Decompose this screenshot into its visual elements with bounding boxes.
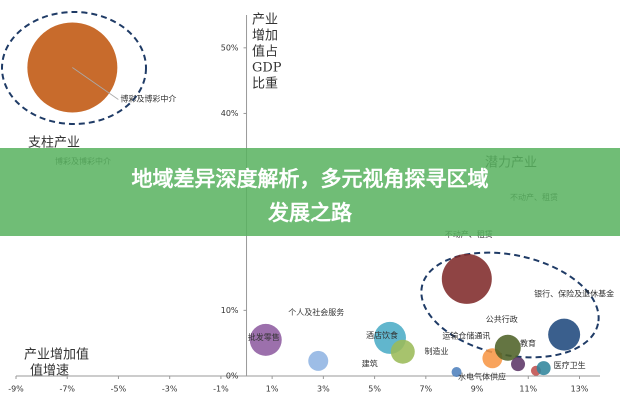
banner-title: 地域差异深度解析，多元视角探寻区域 xyxy=(132,167,489,191)
bubble-label: 酒店饮食 xyxy=(366,330,398,340)
bubble-label: 运输仓储通讯 xyxy=(442,330,490,340)
bubble-label: 博彩及博彩中介 xyxy=(120,94,176,104)
bubble-label: 水电气体供应 xyxy=(458,372,506,382)
x-tick-label: 5% xyxy=(368,385,381,394)
bubble-label: 教育 xyxy=(520,338,536,348)
x-tick-label: -5% xyxy=(111,385,127,394)
x-tick-label: -1% xyxy=(213,385,229,394)
bubble xyxy=(494,334,521,361)
x-tick-label: 11% xyxy=(519,385,537,394)
banner xyxy=(0,148,620,236)
bubble-label: 批发零售 xyxy=(248,332,280,342)
bubble xyxy=(308,350,329,371)
bubble-label: 银行、保险及退休基金 xyxy=(534,289,614,299)
quadrant-label: 支柱产业 xyxy=(28,136,80,151)
bubble xyxy=(536,361,551,376)
y-tick-label: 0% xyxy=(226,372,239,381)
bubble-label: 医疗卫生 xyxy=(554,360,586,370)
y-axis-label: 产业 xyxy=(252,13,278,28)
cluster-outline xyxy=(1,11,147,125)
x-tick-label: 1% xyxy=(266,385,279,394)
bubble xyxy=(511,357,526,372)
leader-line xyxy=(72,67,119,100)
bubble xyxy=(249,323,282,356)
x-axis-label: 产业增加值 xyxy=(24,347,89,363)
y-axis-label: 增加 xyxy=(252,29,278,44)
bubble xyxy=(390,339,415,364)
x-tick-label: 9% xyxy=(471,385,484,394)
y-tick-label: 40% xyxy=(221,109,239,118)
bubble-label: 建筑 xyxy=(362,359,378,369)
y-tick-label: 50% xyxy=(221,43,239,52)
x-tick-label: -7% xyxy=(59,385,75,394)
y-axis-label: GDP xyxy=(252,61,282,76)
x-tick-label: -9% xyxy=(8,385,24,394)
y-tick-label: 10% xyxy=(221,306,239,315)
x-tick-label: 3% xyxy=(317,385,330,394)
bubble xyxy=(441,253,492,304)
x-tick-label: -3% xyxy=(162,385,178,394)
x-tick-label: 7% xyxy=(419,385,432,394)
banner-title: 发展之路 xyxy=(267,201,353,225)
bubble-label: 个人及社会服务 xyxy=(288,307,344,317)
x-axis-label: 值增速 xyxy=(30,363,69,379)
bubble-label: 公共行政 xyxy=(486,314,518,324)
y-axis-label: 比重 xyxy=(252,76,278,92)
y-axis-label: 值占 xyxy=(252,44,278,60)
x-tick-label: 13% xyxy=(571,385,589,394)
bubble xyxy=(548,318,581,351)
bubble-label: 制造业 xyxy=(425,346,449,356)
bubble xyxy=(451,367,462,378)
